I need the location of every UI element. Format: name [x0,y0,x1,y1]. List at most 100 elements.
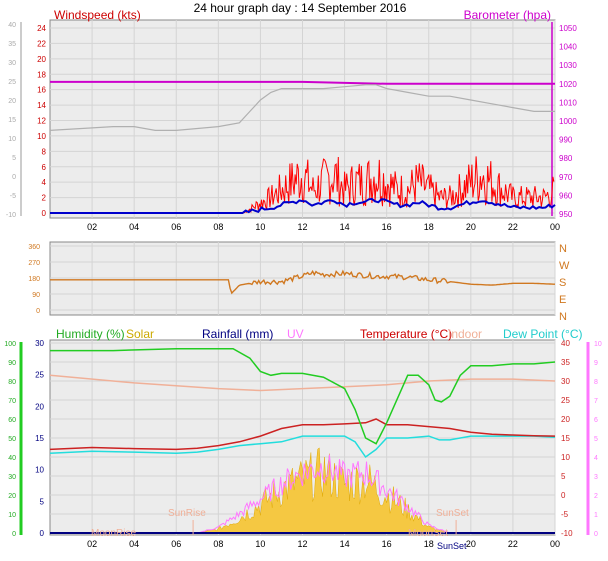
rain-tick-label: 0 [40,529,45,538]
x-tick-label: 14 [340,222,350,232]
compass-label: N [559,311,567,323]
gust-tick-label: 25 [8,79,16,86]
humidity-tick-label: 50 [8,436,16,443]
temp-tick-label: 25 [561,396,570,405]
windspeed-label: Windspeed (kts) [54,8,141,22]
wind-tick-label: 24 [37,24,46,33]
temp-tick-label: 35 [561,358,570,367]
sunrise-label: SunRise [168,508,206,519]
gust-tick-label: -10 [6,212,16,219]
humidity-tick-label: 10 [8,512,16,519]
baro-tick-label: 970 [559,173,573,182]
baro-tick-label: 980 [559,154,573,163]
wind-tick-label: 6 [42,163,47,172]
baro-tick-label: 1030 [559,61,577,70]
x-tick-label: 06 [171,539,181,549]
wind-tick-label: 4 [42,178,47,187]
baro-tick-label: 1050 [559,24,577,33]
uv-tick-label: 5 [594,436,598,443]
gust-tick-label: 5 [12,155,16,162]
series-humidity [50,347,556,445]
wind-tick-label: 20 [37,55,46,64]
x-tick-label: 02 [87,539,97,549]
series-dewpoint [49,435,556,459]
baro-tick-label: 1040 [559,43,577,52]
uv-tick-label: 9 [594,360,598,367]
rain-tick-label: 15 [35,434,44,443]
rain-tick-label: 30 [35,339,44,348]
humidity-tick-label: 0 [12,531,16,538]
temp-tick-label: 10 [561,453,570,462]
gust-tick-label: 0 [12,174,16,181]
compass-label: S [559,277,566,289]
x-tick-label: 02 [87,222,97,232]
moonrise-label: MoonRise [91,528,136,539]
gust-tick-label: 35 [8,41,16,48]
gust-tick-label: 10 [8,136,16,143]
baro-tick-label: 990 [559,136,573,145]
x-tick-label: 22 [508,222,518,232]
direction-tick-label: 90 [32,292,40,299]
chart-title: 24 hour graph day : 14 September 2016 [194,1,407,15]
wind-tick-label: 0 [42,209,47,218]
uv-tick-label: 1 [594,512,598,519]
humidity-label: Humidity (%) [56,327,125,341]
x-tick-label: 18 [424,222,434,232]
rain-tick-label: 25 [35,371,44,380]
baro-tick-label: 1020 [559,80,577,89]
series-wind-average [50,197,556,214]
x-tick-label: 04 [129,539,139,549]
temp-tick-label: -5 [561,510,569,519]
uv-tick-label: 8 [594,379,598,386]
direction-tick-label: 360 [28,244,40,251]
series-group [49,80,556,535]
compass-label: W [559,260,570,272]
humidity-tick-label: 70 [8,398,16,405]
x-tick-label: 16 [382,222,392,232]
gust-tick-label: 15 [8,117,16,124]
baro-tick-label: 1000 [559,117,577,126]
gust-tick-label: 20 [8,98,16,105]
sunset-label: SunSet [436,508,469,519]
direction-tick-label: 270 [28,260,40,267]
baro-tick-label: 960 [559,191,573,200]
temperature-label: Temperature (°C) [360,327,452,341]
temp-tick-label: 40 [561,339,570,348]
series-wind-direction [50,269,555,295]
x-tick-label: 00 [550,222,560,232]
wind-tick-label: 16 [37,86,46,95]
series-barometer [50,80,555,85]
wind-tick-label: 12 [37,117,46,126]
wind-tick-label: 8 [42,147,47,156]
series-indoor [49,374,556,392]
x-tick-label: 08 [213,222,223,232]
series-gust [49,84,555,131]
humidity-tick-label: 40 [8,455,16,462]
x-tick-label: 00 [550,539,560,549]
x-tick-label: 10 [255,222,265,232]
humidity-tick-label: 80 [8,379,16,386]
uv-tick-label: 3 [594,474,598,481]
x-tick-label: 12 [297,222,307,232]
uv-tick-label: 4 [594,455,598,462]
indoor-label: Indoor [448,327,482,341]
x-tick-label: 20 [466,539,476,549]
x-tick-label: 16 [382,539,392,549]
uv-tick-label: 6 [594,417,598,424]
x-tick-label: 18 [424,539,434,549]
humidity-tick-label: 30 [8,474,16,481]
series-temperature [49,418,556,451]
barometer-label: Barometer (hpa) [464,8,551,22]
temp-tick-label: 0 [561,491,566,500]
wind-tick-label: 14 [37,101,46,110]
humidity-tick-label: 60 [8,417,16,424]
x-tick-label: 06 [171,222,181,232]
x-tick-label: 22 [508,539,518,549]
temp-tick-label: 15 [561,434,570,443]
wind-tick-label: 2 [42,194,47,203]
gust-tick-label: 30 [8,60,16,67]
x-tick-label: 14 [340,539,350,549]
sunset-axis-label: SunSet [437,541,467,551]
rain-tick-label: 5 [40,497,45,506]
